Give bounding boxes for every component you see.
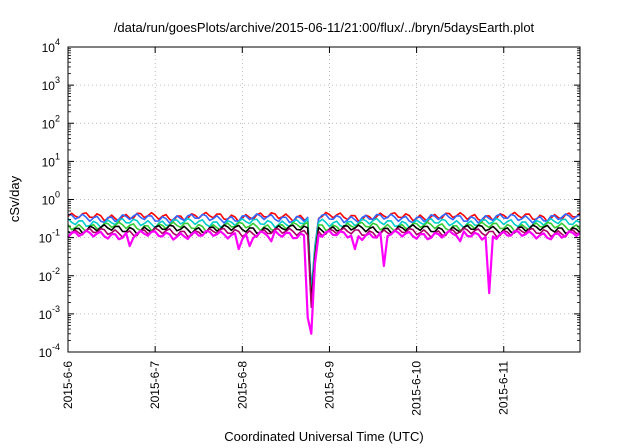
series-line [67,224,581,304]
y-tick-label: 102 [42,113,60,131]
x-axis-label: Coordinated Universal Time (UTC) [224,429,423,444]
chart-title: /data/run/goesPlots/archive/2015-06-11/2… [114,20,535,35]
x-tick-label: 2015-6-6 [61,361,75,409]
y-tick-label: 10-2 [39,266,60,284]
y-tick-label: 101 [42,151,60,169]
y-tick-label: 10-4 [39,342,60,360]
y-tick-label: 104 [42,37,60,55]
y-tick-label: 103 [42,75,60,93]
grid-lines [68,47,580,352]
x-tick-label: 2015-6-7 [148,361,162,409]
series-line [67,217,581,297]
y-axis-label: cSv/day [7,175,22,222]
x-tick-label: 2015-6-8 [235,361,249,409]
series-group [67,211,581,335]
x-tick-label: 2015-6-11 [497,361,511,415]
x-tick-label: 2015-6-9 [322,361,336,409]
x-tick-label: 2015-6-10 [410,361,424,416]
y-tick-label: 10-3 [39,304,60,322]
y-tick-labels: 10-4 10-3 10-2 10-1 100 101 102 103 104 [39,37,60,360]
series-line [67,227,580,309]
y-tick-label: 10-1 [39,228,60,246]
axis-ticks [67,46,580,353]
y-tick-label: 100 [42,190,60,208]
series-line [67,213,581,292]
x-tick-labels: 2015-6-6 2015-6-7 2015-6-8 2015-6-9 2015-6-1… [61,361,511,416]
series-line [67,229,581,335]
